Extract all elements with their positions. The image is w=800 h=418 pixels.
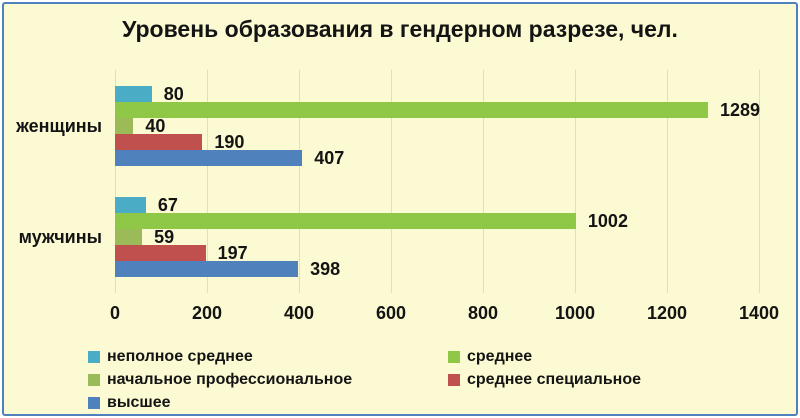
bar — [115, 133, 203, 150]
gridline — [206, 70, 208, 293]
legend-marker — [88, 351, 100, 363]
bar — [115, 117, 134, 134]
gridline — [574, 70, 576, 293]
legend-marker — [88, 374, 100, 386]
bar-value-label: 40 — [145, 115, 166, 136]
bar-value-label: 80 — [163, 83, 184, 104]
bar-value-label: 197 — [217, 243, 248, 264]
bar-value-label: 1002 — [587, 211, 628, 232]
x-tick-label: 1400 — [738, 303, 780, 323]
gridline — [758, 70, 760, 293]
x-tick-label: 0 — [109, 303, 120, 323]
bar-value-label: 59 — [154, 227, 175, 248]
x-tick-label: 400 — [283, 303, 315, 323]
x-tick-label: 600 — [375, 303, 407, 323]
bar-value-label: 67 — [157, 195, 178, 216]
bar — [115, 197, 146, 214]
legend-marker — [448, 374, 460, 386]
legend-marker — [448, 351, 460, 363]
x-tick-label: 1200 — [646, 303, 688, 323]
x-tick-label: 800 — [467, 303, 499, 323]
legend-item: неполное среднее — [88, 347, 253, 367]
legend-item: среднее — [448, 347, 532, 367]
legend-label: среднее — [467, 348, 533, 365]
gridline — [482, 70, 484, 293]
legend-item: высшее — [88, 393, 171, 413]
legend-item: среднее специальное — [448, 370, 641, 390]
chart-title: Уровень образования в гендерном разрезе,… — [122, 16, 678, 42]
bar — [115, 229, 143, 246]
gridline — [114, 70, 116, 293]
bar-value-label: 190 — [214, 131, 245, 152]
gridline — [666, 70, 668, 293]
legend-label: неполное среднее — [107, 348, 253, 365]
x-tick-label: 1000 — [554, 303, 596, 323]
x-tick-label: 200 — [191, 303, 223, 323]
gridline — [390, 70, 392, 293]
bar — [115, 261, 299, 278]
bar-value-label: 398 — [310, 259, 341, 280]
legend-label: высшее — [107, 394, 171, 411]
legend-label: среднее специальное — [467, 371, 641, 388]
bar — [115, 213, 576, 230]
legend-marker — [88, 397, 100, 409]
category-label: мужчины — [18, 227, 102, 248]
bar — [115, 245, 206, 262]
bar — [115, 85, 152, 102]
bar-value-label: 1289 — [719, 99, 760, 120]
legend-item: начальное профессиональное — [88, 370, 352, 390]
bar — [115, 101, 708, 118]
bar — [115, 149, 303, 166]
category-label: женщины — [16, 115, 102, 136]
bar-value-label: 407 — [314, 147, 345, 168]
legend-label: начальное профессиональное — [107, 371, 353, 388]
gridline — [298, 70, 300, 293]
